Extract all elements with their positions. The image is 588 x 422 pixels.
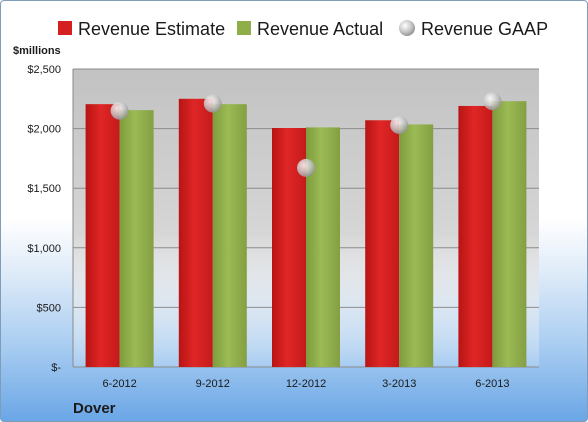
marker-revenue-gaap: [110, 101, 129, 120]
bar-revenue-actual: [119, 110, 154, 368]
legend-label-estimate: Revenue Estimate: [78, 19, 225, 39]
bar-revenue-actual: [492, 101, 527, 368]
x-tick-label: 9-2012: [196, 378, 230, 390]
marker-revenue-gaap: [203, 94, 222, 113]
bar-revenue-estimate: [85, 104, 120, 367]
legend-swatch-gaap: [399, 20, 415, 36]
bar-revenue-estimate: [178, 98, 213, 368]
y-axis-unit-label: $millions: [13, 45, 61, 57]
bars: [85, 98, 527, 368]
x-tick-label: 6-2013: [475, 378, 509, 390]
company-label: Dover: [73, 400, 116, 417]
bar-revenue-estimate: [458, 105, 493, 368]
y-tick-label: $1,500: [27, 183, 61, 195]
gaap-markers: [110, 92, 502, 177]
y-tick-label: $2,500: [27, 64, 61, 76]
x-tick-label: 3-2013: [382, 378, 416, 390]
legend: Revenue Estimate Revenue Actual Revenue …: [58, 19, 548, 39]
x-tick-label: 6-2012: [102, 378, 136, 390]
y-tick-label: $1,000: [27, 243, 61, 255]
y-tick-label: $2,000: [27, 124, 61, 136]
y-tick-label: $500: [37, 302, 61, 314]
legend-label-actual: Revenue Actual: [257, 19, 383, 39]
x-axis-ticks: 6-2012 9-2012 12-2012 3-2013 6-2013: [102, 378, 509, 390]
bar-revenue-actual: [212, 104, 247, 367]
bar-revenue-estimate: [365, 120, 400, 367]
marker-revenue-gaap: [390, 116, 409, 135]
marker-revenue-gaap: [297, 158, 315, 177]
bar-revenue-actual: [399, 124, 434, 367]
x-tick-label: 12-2012: [286, 378, 326, 390]
legend-label-gaap: Revenue GAAP: [421, 19, 548, 39]
legend-swatch-actual: [237, 21, 251, 35]
legend-swatch-estimate: [58, 21, 72, 35]
y-axis-ticks: $- $500 $1,000 $1,500 $2,000 $2,500: [27, 64, 61, 374]
y-tick-label: $-: [51, 362, 61, 374]
marker-revenue-gaap: [483, 92, 502, 111]
